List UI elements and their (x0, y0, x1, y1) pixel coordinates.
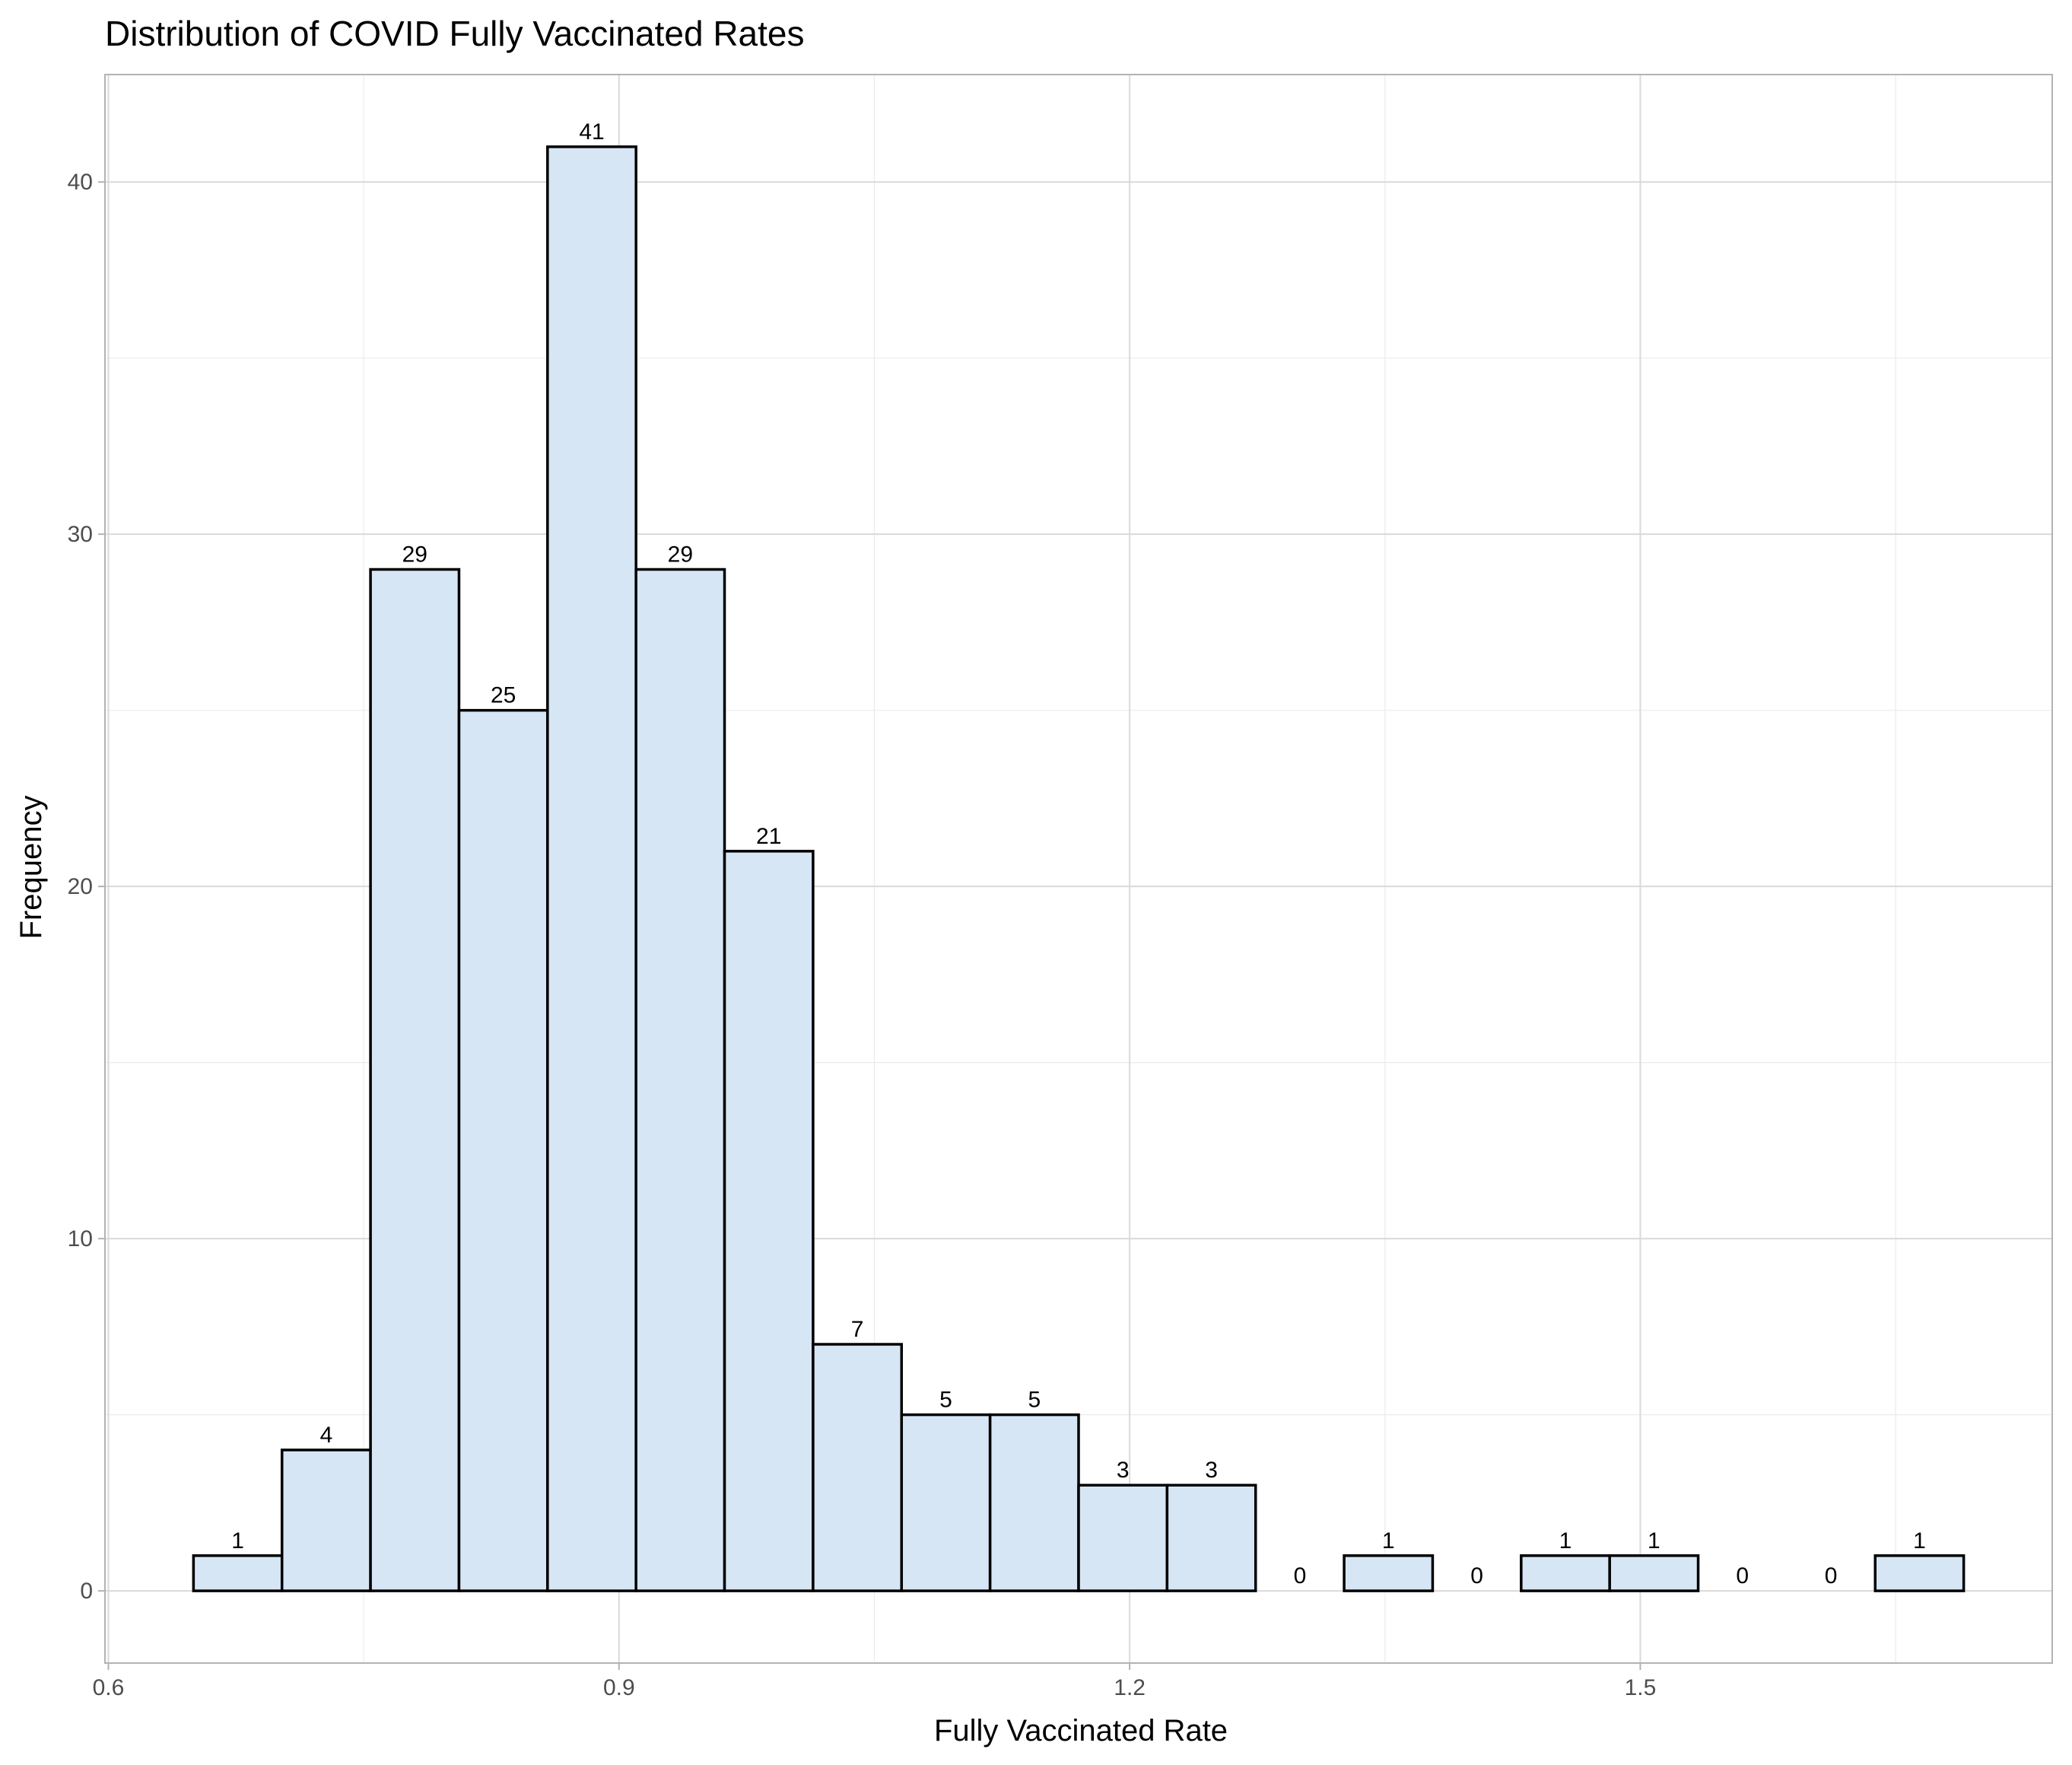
histogram-bar (634, 568, 726, 1592)
y-tick-label: 30 (68, 522, 93, 547)
histogram-bar (1520, 1554, 1611, 1592)
histogram-bar (900, 1413, 992, 1592)
histogram-bar (457, 708, 549, 1592)
bar-count-label: 0 (1825, 1563, 1838, 1588)
histogram-bar (1608, 1554, 1700, 1592)
bar-count-label: 1 (1559, 1528, 1572, 1554)
bar-count-label: 21 (756, 824, 781, 849)
y-tick-label: 20 (68, 874, 93, 899)
bar-count-label: 0 (1294, 1563, 1307, 1588)
histogram-bar (812, 1343, 904, 1592)
bar-count-label: 1 (1648, 1528, 1660, 1554)
y-axis-ticks: 0 10 20 30 40 (68, 170, 105, 1604)
x-tick-label: 1.2 (1114, 1675, 1146, 1700)
bar-count-label: 29 (668, 542, 693, 567)
y-tick-label: 40 (68, 170, 93, 195)
bar-count-label: 1 (1913, 1528, 1926, 1554)
bar-count-label: 0 (1736, 1563, 1749, 1588)
bar-count-label: 4 (320, 1423, 333, 1448)
x-tick-label: 0.6 (93, 1675, 125, 1700)
x-tick-label: 1.5 (1625, 1675, 1657, 1700)
bar-count-labels: 1 4 29 25 41 29 21 7 5 5 3 3 0 1 0 1 1 0 0 1 (231, 119, 1926, 1588)
histogram-bar (369, 568, 461, 1592)
histogram-bars (192, 145, 1966, 1592)
histogram-bar (192, 1554, 284, 1592)
plot-panel-border (104, 74, 2053, 1664)
y-tick-label: 10 (68, 1226, 93, 1251)
y-tick-label: 0 (80, 1579, 93, 1604)
bar-count-label: 3 (1205, 1458, 1218, 1483)
bar-count-label: 1 (231, 1528, 244, 1554)
bar-count-label: 25 (491, 683, 516, 708)
bar-count-label: 1 (1382, 1528, 1395, 1554)
chart-title: Distribution of COVID Fully Vaccinated R… (105, 14, 805, 53)
bar-count-label: 5 (939, 1388, 952, 1413)
histogram-bar (723, 850, 815, 1592)
histogram-bar (1165, 1484, 1257, 1592)
bar-count-label: 7 (851, 1317, 864, 1342)
histogram-bar (988, 1413, 1080, 1592)
y-axis-title: Frequency (14, 796, 48, 940)
bar-count-label: 3 (1117, 1458, 1130, 1483)
histogram-bar (280, 1449, 372, 1592)
bar-count-label: 29 (402, 542, 427, 567)
x-axis-ticks: 0.6 0.9 1.2 1.5 (93, 1663, 1657, 1700)
histogram-bar (546, 145, 637, 1592)
histogram-bar (1873, 1554, 1966, 1592)
bar-count-label: 5 (1028, 1388, 1041, 1413)
x-axis-title: Fully Vaccinated Rate (934, 1714, 1228, 1748)
histogram-bar (1077, 1484, 1169, 1592)
bar-count-label: 41 (579, 119, 604, 145)
histogram-bar (1343, 1554, 1435, 1592)
bar-count-label: 0 (1470, 1563, 1483, 1588)
x-tick-label: 0.9 (603, 1675, 635, 1700)
